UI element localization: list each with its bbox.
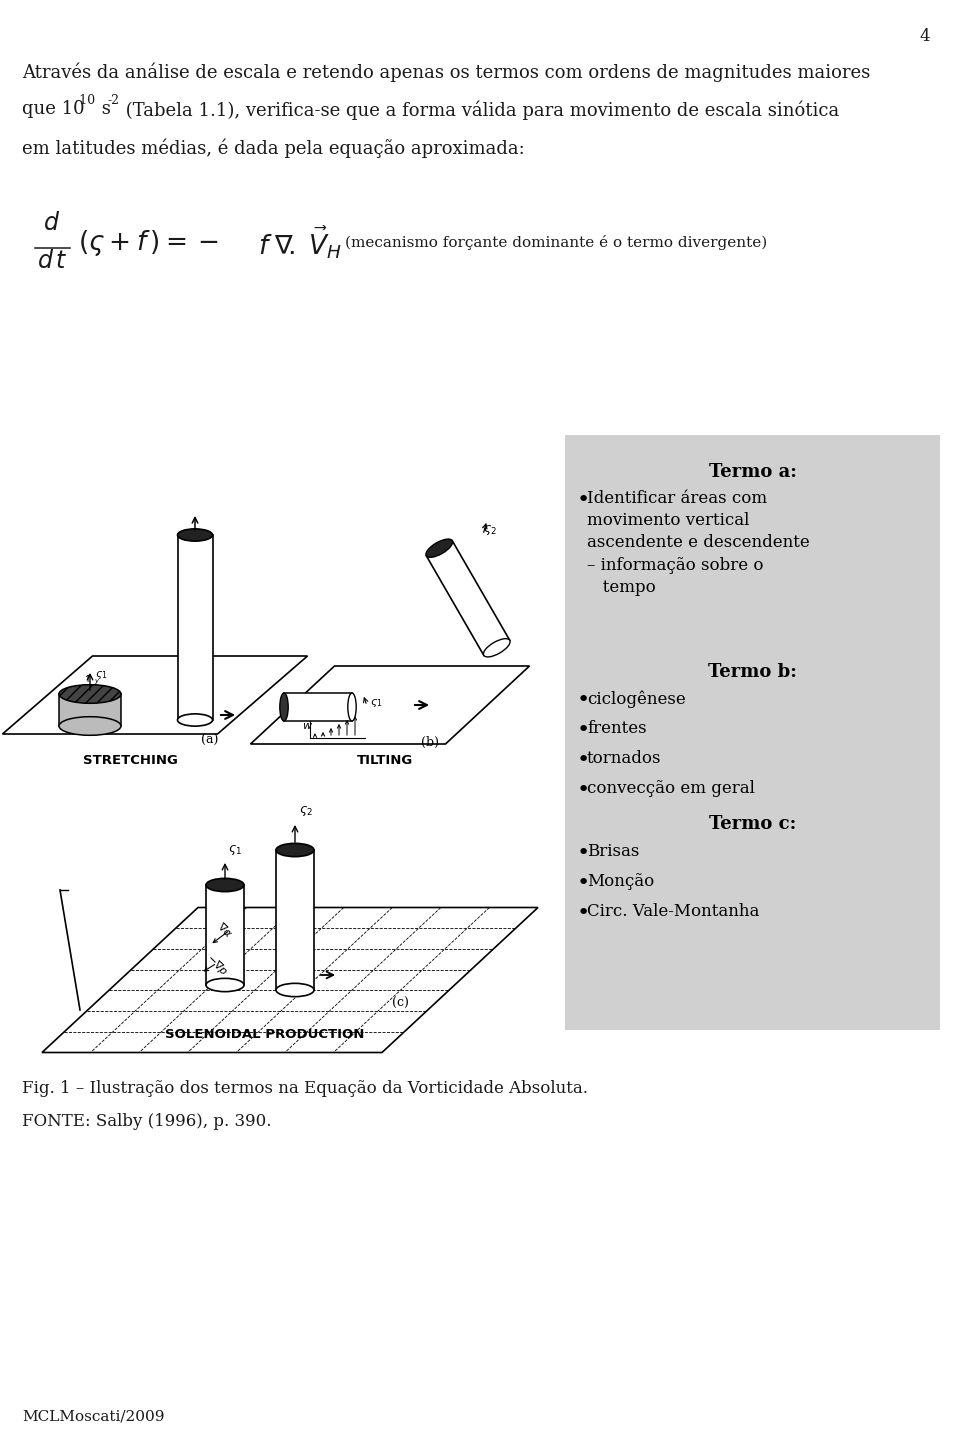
Text: $\varsigma_1$: $\varsigma_1$ <box>228 843 242 857</box>
Text: SOLENOIDAL PRODUCTION: SOLENOIDAL PRODUCTION <box>165 1028 365 1041</box>
Bar <box>426 541 510 656</box>
Bar <box>276 850 314 989</box>
FancyBboxPatch shape <box>565 436 940 1030</box>
Text: $w$: $w$ <box>302 720 313 731</box>
Ellipse shape <box>484 638 510 657</box>
Ellipse shape <box>178 529 212 541</box>
Ellipse shape <box>276 843 314 857</box>
Text: Fig. 1 – Ilustração dos termos na Equação da Vorticidade Absoluta.: Fig. 1 – Ilustração dos termos na Equaçã… <box>22 1080 588 1097</box>
Text: $\varsigma_2$: $\varsigma_2$ <box>483 523 497 536</box>
Ellipse shape <box>206 978 244 992</box>
Text: •: • <box>577 490 590 510</box>
Text: ciclogênese: ciclogênese <box>587 690 685 707</box>
Ellipse shape <box>206 879 244 892</box>
Text: TILTING: TILTING <box>357 754 413 766</box>
Text: tornados: tornados <box>587 751 661 766</box>
Text: $\uparrow_y$: $\uparrow_y$ <box>82 673 100 687</box>
Text: •: • <box>577 873 590 893</box>
Text: STRETCHING: STRETCHING <box>83 754 178 766</box>
Text: (Tabela 1.1), verifica-se que a forma válida para movimento de escala sinótica: (Tabela 1.1), verifica-se que a forma vá… <box>120 101 839 119</box>
Text: $-\nabla p$: $-\nabla p$ <box>204 951 231 979</box>
Polygon shape <box>3 656 307 733</box>
Ellipse shape <box>279 693 288 720</box>
Text: Monção: Monção <box>587 873 655 890</box>
Text: •: • <box>577 779 590 800</box>
Text: frentes: frentes <box>587 720 647 738</box>
Text: $\nabla\alpha$: $\nabla\alpha$ <box>215 920 235 940</box>
Text: $\varsigma_1$: $\varsigma_1$ <box>95 669 108 682</box>
Bar <box>284 693 352 720</box>
Text: (a): (a) <box>202 733 219 746</box>
Text: (b): (b) <box>421 735 439 749</box>
Ellipse shape <box>348 693 356 720</box>
Ellipse shape <box>59 684 121 703</box>
Ellipse shape <box>178 713 212 726</box>
Text: •: • <box>577 751 590 769</box>
Polygon shape <box>42 907 538 1053</box>
Text: Circ. Vale-Montanha: Circ. Vale-Montanha <box>587 903 759 920</box>
Text: s: s <box>96 101 110 118</box>
Text: •: • <box>577 720 590 741</box>
Text: Através da análise de escala e retendo apenas os termos com ordens de magnitudes: Através da análise de escala e retendo a… <box>22 62 871 82</box>
Text: Identificar áreas com
movimento vertical
ascendente e descendente
– informação s: Identificar áreas com movimento vertical… <box>587 490 809 595</box>
Polygon shape <box>251 666 530 743</box>
Text: Termo b:: Termo b: <box>708 663 797 682</box>
Text: MCLMoscati/2009: MCLMoscati/2009 <box>22 1411 164 1424</box>
Text: •: • <box>577 903 590 923</box>
Text: $\varsigma_1$: $\varsigma_1$ <box>370 697 383 709</box>
Text: $d\,t$: $d\,t$ <box>36 250 67 273</box>
Text: $d$: $d$ <box>43 211 60 234</box>
Text: Termo a:: Termo a: <box>708 463 797 480</box>
Text: Termo c:: Termo c: <box>708 815 796 833</box>
Ellipse shape <box>276 984 314 997</box>
Text: Brisas: Brisas <box>587 843 639 860</box>
Text: -10: -10 <box>76 93 96 106</box>
Text: $f\;\nabla\!.\;\vec{V}_{H}$: $f\;\nabla\!.\;\vec{V}_{H}$ <box>258 224 342 262</box>
Text: $\varsigma_2$: $\varsigma_2$ <box>299 804 313 818</box>
Text: •: • <box>577 843 590 863</box>
Bar <box>206 884 244 985</box>
Text: •: • <box>577 690 590 710</box>
Text: -2: -2 <box>107 93 119 106</box>
Text: convecção em geral: convecção em geral <box>587 779 755 797</box>
Text: (mecanismo forçante dominante é o termo divergente): (mecanismo forçante dominante é o termo … <box>345 236 767 250</box>
Ellipse shape <box>426 539 452 558</box>
Bar <box>59 695 121 726</box>
Text: $(\varsigma + f\,) = -$: $(\varsigma + f\,) = -$ <box>78 229 219 257</box>
Text: que 10: que 10 <box>22 101 84 118</box>
Text: (c): (c) <box>392 997 408 1009</box>
Text: FONTE: Salby (1996), p. 390.: FONTE: Salby (1996), p. 390. <box>22 1113 272 1130</box>
Bar <box>178 535 212 720</box>
Ellipse shape <box>59 716 121 735</box>
Text: em latitudes médias, é dada pela equação aproximada:: em latitudes médias, é dada pela equação… <box>22 138 525 158</box>
Text: 4: 4 <box>920 27 930 45</box>
